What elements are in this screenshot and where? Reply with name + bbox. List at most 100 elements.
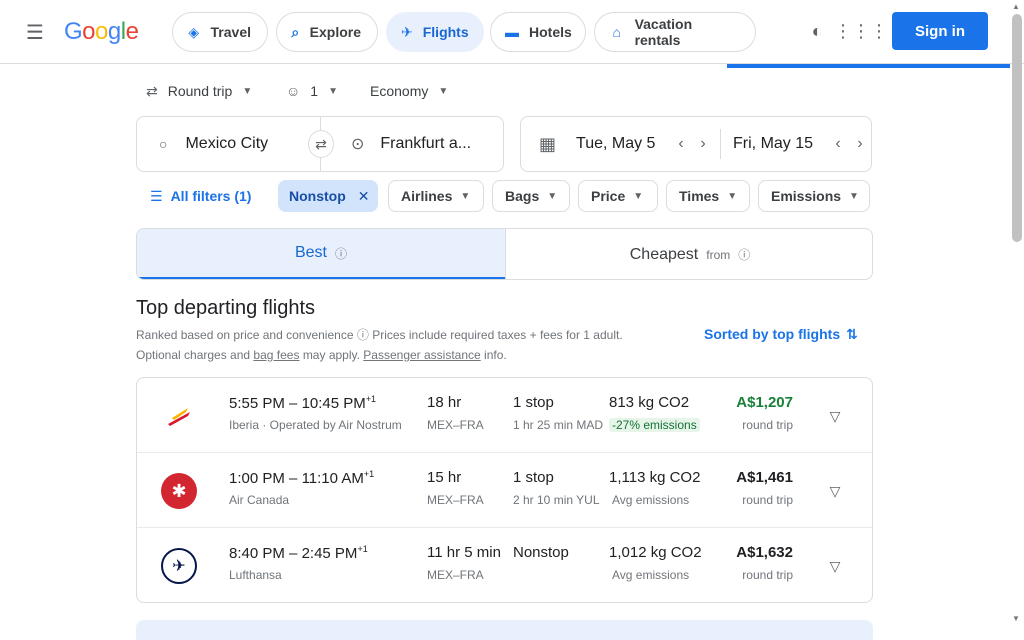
- menu-icon[interactable]: ☰: [26, 21, 44, 44]
- tab-vacation-rentals[interactable]: ⌂ Vacation rentals: [594, 12, 756, 52]
- layover-info: 1 hr 25 min MAD: [513, 418, 604, 432]
- tab-best[interactable]: Best ⓘ: [137, 229, 505, 279]
- price-type: round trip: [742, 568, 793, 582]
- tab-travel[interactable]: ◈ Travel: [172, 12, 268, 52]
- google-logo[interactable]: Google: [64, 18, 139, 46]
- passenger-assistance-link[interactable]: Passenger assistance: [363, 348, 481, 362]
- flight-results-list: 5:55 PM – 10:45 PM+1 Iberia · Operated b…: [136, 377, 873, 603]
- taxes-text: Prices include required taxes + fees for…: [372, 328, 623, 342]
- sort-by-label: Sorted by top flights: [704, 326, 841, 342]
- return-prev-icon[interactable]: ‹: [835, 135, 841, 152]
- tab-cheapest[interactable]: Cheapest from ⓘ: [505, 229, 872, 279]
- passengers-select[interactable]: ☺ 1 ▼: [286, 66, 358, 116]
- airlines-chip[interactable]: Airlines ▼: [388, 180, 484, 212]
- bag-fees-link[interactable]: bag fees: [253, 348, 300, 362]
- carrier-name: Iberia · Operated by Air Nostrum: [229, 418, 402, 432]
- price-chip[interactable]: Price ▼: [578, 180, 658, 212]
- dark-mode-icon[interactable]: ◐: [811, 20, 823, 41]
- crane-icon: ✈: [172, 558, 186, 575]
- may-apply-text: may apply.: [302, 348, 360, 362]
- scroll-down-icon[interactable]: ▼: [1012, 614, 1020, 623]
- expand-chevron-icon[interactable]: ▽: [829, 407, 841, 424]
- info-icon[interactable]: ⓘ: [335, 246, 348, 261]
- price-label: Price: [591, 188, 626, 204]
- logo-letter: G: [64, 18, 83, 45]
- nonstop-label: Nonstop: [289, 188, 346, 204]
- caret-down-icon: ▼: [547, 190, 558, 202]
- iberia-logo-icon: [161, 398, 197, 434]
- logo-letter: g: [107, 18, 121, 45]
- info-icon[interactable]: ⓘ: [356, 328, 373, 342]
- emissions-label: Emissions: [771, 188, 842, 204]
- co2-emissions: 813 kg CO2: [609, 394, 690, 411]
- depart-time: 1:00 PM: [229, 470, 285, 487]
- flight-times: 1:00 PM – 11:10 AM+1: [229, 469, 375, 487]
- calendar-icon: ▦: [539, 133, 557, 154]
- depart-date-value[interactable]: Tue, May 5: [576, 135, 656, 152]
- stop-count: 1 stop: [513, 469, 554, 486]
- caret-down-icon: ▼: [727, 190, 738, 202]
- co2-emissions: 1,012 kg CO2: [609, 544, 702, 561]
- plus-day: +1: [363, 469, 375, 479]
- destination-value: Frankfurt a...: [380, 135, 472, 152]
- info-text: info.: [484, 348, 507, 362]
- person-icon: ☺: [286, 83, 301, 99]
- flight-route: MEX–FRA: [427, 568, 484, 582]
- depart-next-icon[interactable]: ›: [700, 135, 706, 152]
- expand-chevron-icon[interactable]: ▽: [829, 482, 841, 499]
- flight-times: 8:40 PM – 2:45 PM+1: [229, 544, 368, 562]
- logo-letter: o: [95, 18, 108, 45]
- stop-count: 1 stop: [513, 394, 554, 411]
- flight-row[interactable]: 5:55 PM – 10:45 PM+1 Iberia · Operated b…: [137, 378, 872, 453]
- scroll-up-icon[interactable]: ▲: [1012, 2, 1020, 11]
- best-label: Best: [294, 244, 327, 261]
- sign-in-button[interactable]: Sign in: [892, 12, 988, 50]
- air-canada-logo-icon: ✱: [161, 473, 197, 509]
- tab-hotels[interactable]: ▬ Hotels: [490, 12, 586, 52]
- apps-grid-icon[interactable]: ⋮⋮⋮: [834, 20, 888, 41]
- scrollbar-thumb[interactable]: [1012, 14, 1022, 242]
- trip-type-select[interactable]: ⇄ Round trip ▼: [146, 66, 272, 116]
- tab-explore[interactable]: ⌕ Explore: [276, 12, 378, 52]
- tab-label: Travel: [210, 24, 251, 40]
- emissions-chip[interactable]: Emissions ▼: [758, 180, 870, 212]
- depart-prev-icon[interactable]: ‹: [678, 135, 684, 152]
- caret-down-icon: ▼: [328, 85, 338, 97]
- cabin-class-select[interactable]: Economy ▼: [370, 66, 464, 116]
- info-icon[interactable]: ⓘ: [738, 248, 751, 262]
- caret-down-icon: ▼: [849, 190, 859, 202]
- tab-flights[interactable]: ✈ Flights: [386, 12, 484, 52]
- arrive-time: 2:45 PM: [301, 545, 358, 562]
- close-icon[interactable]: ✕: [357, 187, 370, 204]
- times-chip[interactable]: Times ▼: [666, 180, 750, 212]
- origin-field[interactable]: ○ Mexico City: [136, 116, 320, 172]
- charges-text: Optional charges and: [136, 348, 251, 362]
- flight-row[interactable]: ✱ 1:00 PM – 11:10 AM+1 Air Canada 15 hr …: [137, 453, 872, 528]
- loading-bar: [727, 64, 1010, 68]
- swap-locations-button[interactable]: ⇄: [308, 130, 334, 158]
- caret-down-icon: ▼: [633, 190, 644, 202]
- nonstop-chip[interactable]: Nonstop ✕: [278, 180, 378, 212]
- flight-row[interactable]: ✈ 8:40 PM – 2:45 PM+1 Lufthansa 11 hr 5 …: [137, 528, 872, 603]
- explore-icon: ⌕: [291, 23, 300, 40]
- destination-field[interactable]: ⊙ Frankfurt a...: [320, 116, 504, 172]
- ranking-text: Ranked based on price and convenience: [136, 328, 354, 342]
- all-filters-button[interactable]: ☰ All filters (1): [136, 180, 268, 212]
- flight-route: MEX–FRA: [427, 493, 484, 507]
- house-icon: ⌂: [612, 24, 622, 40]
- trip-type-value: Round trip: [167, 83, 233, 99]
- cheapest-label: Cheapest: [629, 245, 699, 263]
- bags-chip[interactable]: Bags ▼: [492, 180, 570, 212]
- depart-time: 8:40 PM: [229, 545, 285, 562]
- bags-label: Bags: [505, 188, 540, 204]
- return-date-value[interactable]: Fri, May 15: [733, 135, 814, 152]
- expand-chevron-icon[interactable]: ▽: [829, 557, 841, 574]
- date-divider: [720, 129, 722, 159]
- origin-circle-icon: ○: [159, 136, 168, 152]
- tab-label: Hotels: [529, 24, 572, 40]
- return-next-icon[interactable]: ›: [857, 135, 863, 152]
- emissions-comparison: -27% emissions: [609, 418, 700, 432]
- price-type: round trip: [742, 418, 793, 432]
- origin-value: Mexico City: [185, 135, 269, 152]
- sort-by-button[interactable]: Sorted by top flights ⇅: [696, 317, 866, 351]
